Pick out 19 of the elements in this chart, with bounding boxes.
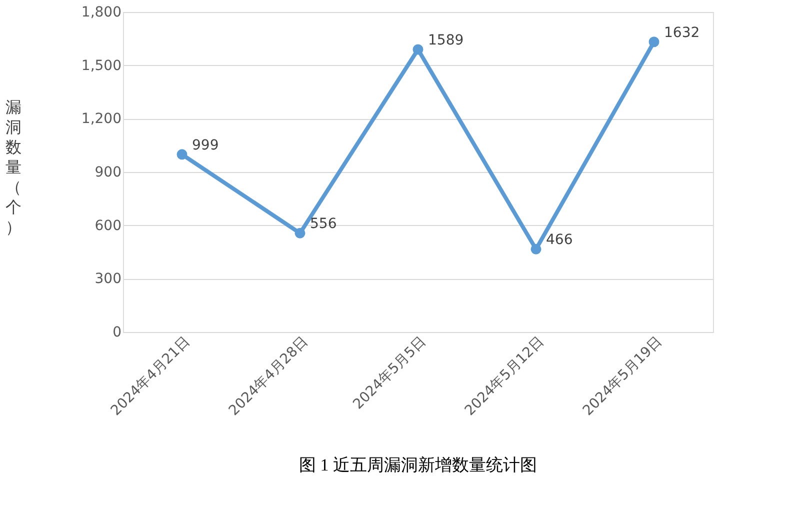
data-label: 999	[192, 137, 219, 154]
point	[412, 44, 424, 55]
data-label: 466	[546, 232, 573, 248]
point	[176, 149, 188, 160]
data-label: 556	[310, 216, 337, 232]
y-tick-label: 900	[94, 164, 122, 180]
data-label: 1632	[664, 24, 700, 41]
y-tick-label: 1,800	[81, 4, 122, 20]
y-axis-title: 漏洞数量（个）	[6, 98, 22, 236]
y-tick-label: 300	[94, 271, 122, 288]
y-tick-label: 600	[94, 218, 122, 234]
point	[530, 244, 542, 254]
data-label: 1589	[428, 32, 464, 49]
point	[648, 36, 660, 48]
point	[294, 228, 306, 238]
caption: 图 1 近五周漏洞新增数量统计图	[299, 456, 537, 475]
y-tick-label: 1,500	[81, 58, 122, 74]
y-tick-label: 1,200	[81, 111, 122, 128]
y-tick-label: 0	[112, 324, 122, 340]
